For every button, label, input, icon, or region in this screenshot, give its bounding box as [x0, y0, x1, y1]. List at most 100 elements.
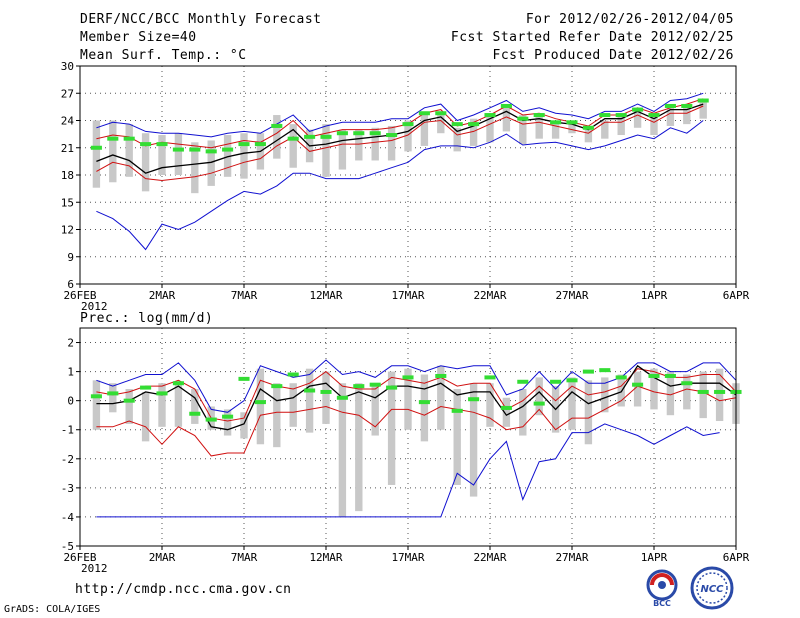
prec-range-bar — [305, 368, 314, 433]
temp-range-bar — [240, 133, 248, 179]
temp-min-line — [96, 120, 704, 251]
temp-range-bar — [584, 127, 593, 143]
temp-x-tick-label: 1APR — [641, 289, 668, 302]
temp-x-tick-label: 12MAR — [309, 289, 342, 302]
prec-x-tick-label: 2MAR — [149, 551, 176, 564]
temp-observed-marker — [336, 131, 348, 136]
prec-range-bar — [256, 368, 265, 445]
temp-axes-frame — [79, 65, 737, 285]
prec-observed-marker — [336, 395, 348, 400]
prec-observed-marker — [189, 411, 201, 416]
prec-observed-marker — [500, 405, 512, 410]
temp-upper-line — [96, 98, 704, 149]
prec-range-bar — [158, 383, 166, 427]
prec-observed-marker — [484, 375, 496, 380]
temp-range-bar — [453, 127, 461, 152]
temp-range-bar — [322, 124, 330, 177]
prec-observed-marker — [566, 378, 578, 383]
temp-range-bar — [355, 129, 363, 161]
temp-observed-marker — [304, 134, 316, 139]
prec-observed-marker — [304, 388, 316, 393]
temp-range-bar — [486, 116, 494, 143]
prec-range-bar — [601, 377, 609, 413]
prec-range-bar — [568, 377, 576, 430]
prec-range-bar — [420, 374, 429, 442]
prec-x-tick-label: 12MAR — [309, 551, 342, 564]
prec-observed-marker — [205, 417, 217, 422]
prec-upper-line — [96, 368, 737, 422]
forecast-produced-date-label: Fcst Produced Date 2012/02/26 — [492, 48, 734, 63]
temp-range-bar — [174, 133, 183, 175]
chart-title: DERF/NCC/BCC Monthly Forecast — [80, 12, 322, 27]
prec-observed-marker — [238, 376, 250, 381]
prec-max-line — [96, 359, 737, 413]
temp-observed-marker — [353, 131, 365, 136]
prec-y-tick-label: -3 — [61, 482, 74, 495]
prec-min-line — [96, 423, 720, 518]
temp-x-tick-label: 17MAR — [391, 289, 424, 302]
prec-observed-marker — [451, 408, 463, 413]
temp-range-bar — [633, 107, 642, 128]
temp-observed-marker — [386, 133, 398, 138]
temp-range-bar — [289, 124, 297, 168]
prec-observed-marker — [402, 375, 414, 380]
prec-observed-marker — [697, 389, 709, 394]
temp-x-tick-label: 2MAR — [149, 289, 176, 302]
temp-observed-marker — [140, 142, 152, 147]
temp-observed-marker — [599, 113, 611, 118]
temp-lower-line — [96, 105, 704, 182]
prec-observed-marker — [468, 397, 480, 402]
prec-range-bar — [174, 383, 183, 427]
temp-range-bar — [338, 129, 347, 170]
temp-max-line — [96, 92, 704, 138]
temp-range-bar — [617, 115, 625, 136]
temp-panel: 6 9 12 15 18 21 24 27 30 26FEB 2MAR 7MAR 12MAR 17MAR 2… — [61, 60, 750, 313]
temp-y-tick-label: 30 — [61, 60, 74, 73]
temp-x-tick-label: 26FEB — [63, 289, 96, 302]
temp-y-tick-label: 21 — [61, 142, 74, 155]
prec-observed-marker — [386, 385, 398, 390]
prec-x-tick-label: 1APR — [641, 551, 668, 564]
temp-range-bar — [551, 124, 560, 139]
temp-observed-marker — [320, 134, 332, 139]
temp-observed-marker — [484, 113, 496, 118]
prec-y-tick-label: -1 — [61, 424, 74, 437]
temp-observed-marker — [632, 107, 644, 112]
prec-x-tick-label: 7MAR — [231, 551, 258, 564]
prec-range-bar — [584, 380, 593, 445]
prec-y-tick-label: 2 — [67, 337, 74, 350]
temp-x-year-label: 2012 — [81, 300, 108, 313]
temp-range-bar — [601, 120, 609, 139]
prec-observed-marker — [140, 385, 152, 390]
temp-observed-marker — [205, 149, 217, 154]
prec-range-bar — [404, 368, 412, 430]
temp-observed-marker — [615, 113, 627, 118]
temp-observed-marker — [664, 103, 676, 108]
prec-range-bar — [535, 377, 543, 416]
prec-observed-marker — [156, 391, 168, 396]
prec-range-bar — [683, 374, 691, 410]
source-url[interactable]: http://cmdp.ncc.cma.gov.cn — [75, 582, 292, 597]
prec-observed-marker — [90, 394, 102, 399]
temp-observed-marker — [517, 116, 529, 121]
prec-range-bar — [617, 374, 625, 407]
prec-observed-marker — [533, 401, 545, 406]
temp-range-bar — [191, 142, 199, 194]
prec-axes-frame — [79, 327, 737, 547]
temp-range-bar — [387, 125, 396, 161]
temp-observed-marker — [222, 147, 234, 152]
prec-observed-marker — [320, 389, 332, 394]
temp-range-bar — [207, 140, 215, 186]
prec-observed-marker — [615, 375, 627, 380]
prec-range-bar — [322, 371, 330, 424]
temp-y-tick-label: 12 — [61, 224, 74, 237]
temp-y-tick-label: 15 — [61, 196, 74, 209]
prec-mean-line — [96, 364, 737, 431]
bcc-logo-text: BCC — [653, 599, 671, 608]
prec-observed-marker — [648, 373, 660, 378]
temp-observed-marker — [681, 103, 693, 108]
prec-observed-marker — [172, 381, 184, 386]
prec-observed-marker — [418, 400, 430, 405]
temp-observed-marker — [418, 111, 430, 116]
